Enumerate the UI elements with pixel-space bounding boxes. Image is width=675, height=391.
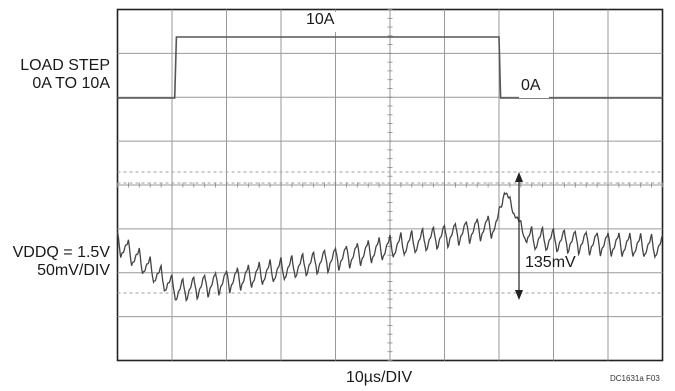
load-step-label-line1: LOAD STEP: [20, 57, 110, 74]
x-axis-scale-label: 10µs/DIV: [346, 369, 413, 386]
vddq-label-line2: 50mV/DIV: [37, 262, 110, 279]
current-high-label: 10A: [306, 11, 335, 28]
vddq-label-line1: VDDQ = 1.5V: [12, 244, 110, 261]
arrow-down-icon: [515, 290, 523, 300]
peak-to-peak-label: 135mV: [525, 254, 576, 271]
arrow-up-icon: [515, 172, 523, 182]
load-step-label-line2: 0A TO 10A: [32, 75, 110, 92]
vddq-ripple-trace: [116, 191, 664, 303]
peak-to-peak-marker: [515, 172, 523, 300]
figure-code: DC1631a F03: [610, 374, 660, 383]
current-low-label: 0A: [521, 77, 541, 94]
graticule-center-ticks: [117, 9, 663, 361]
